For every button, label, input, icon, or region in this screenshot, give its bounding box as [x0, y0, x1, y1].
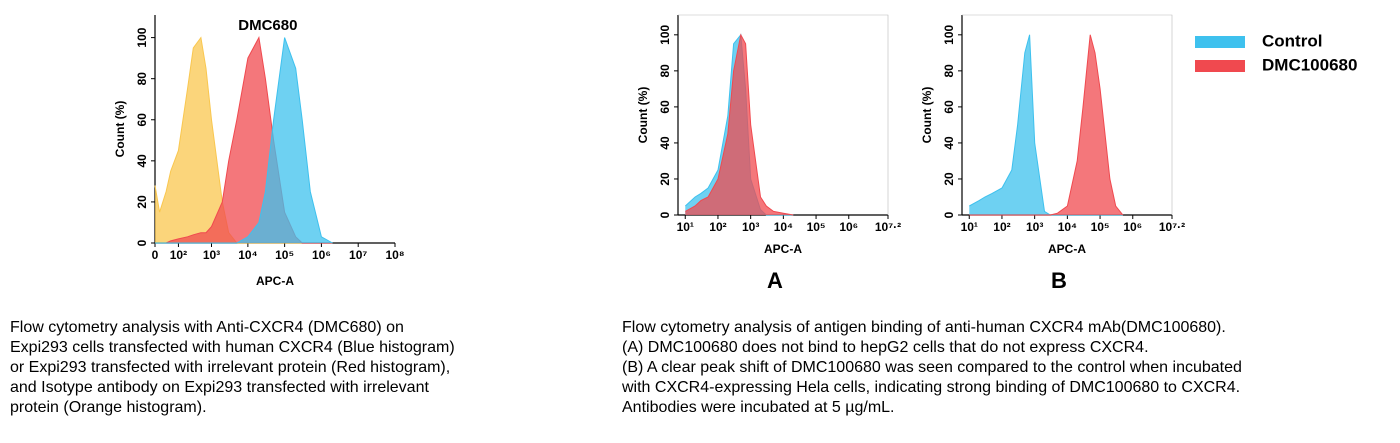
panel-label: A [767, 268, 783, 293]
y-tick-label: 0 [942, 211, 956, 218]
x-tick-label: 10³ [1026, 220, 1043, 234]
legend-label: Control [1262, 31, 1322, 50]
chart-title: DMC680 [238, 17, 297, 34]
area-outline [155, 37, 333, 244]
x-tick-label: 10⁵ [807, 220, 826, 234]
y-tick-label: 60 [942, 100, 956, 114]
caption-line: Flow cytometry analysis with Anti-CXCR4 … [10, 319, 404, 336]
x-tick-label: 10³ [203, 248, 220, 262]
x-tick-label: 10⁴ [238, 248, 257, 262]
x-tick-label: 0 [152, 248, 159, 262]
x-tick-label: 10⁵ [275, 248, 294, 262]
x-tick-label: 10⁷ [349, 248, 367, 262]
area-fill [685, 34, 794, 215]
plot-frame [678, 14, 889, 215]
y-axis-label: Count (%) [920, 87, 934, 144]
x-axis-label: APC-A [1048, 242, 1086, 256]
caption-line: protein (Orange histogram). [10, 399, 207, 416]
y-tick-label: 80 [135, 72, 149, 86]
y-tick-label: 40 [942, 136, 956, 150]
caption-line: with CXCR4-expressing Hela cells, indica… [621, 379, 1240, 396]
y-tick-label: 80 [658, 64, 672, 78]
x-axis-label: APC-A [256, 274, 294, 288]
area-fill [155, 37, 333, 243]
y-axis-label: Count (%) [113, 101, 127, 158]
x-tick-label: 10² [170, 248, 187, 262]
legend-swatch [1195, 36, 1245, 48]
y-tick-label: 100 [942, 24, 956, 44]
plot-frame [962, 14, 1173, 215]
x-tick-label: 10⁴ [774, 220, 793, 234]
x-tick-label: 10⁵ [1091, 220, 1110, 234]
caption-line: (B) A clear peak shift of DMC100680 was … [622, 359, 1242, 376]
x-tick-label: 10¹ [677, 220, 694, 234]
x-tick-label: 10² [993, 220, 1010, 234]
caption-line: or Expi293 transfected with irrelevant p… [10, 359, 450, 376]
area-fill [155, 37, 333, 243]
caption-line: Expi293 cells transfected with human CXC… [10, 339, 455, 356]
area-outline [969, 34, 1124, 216]
x-tick-label: 10⁶ [839, 220, 858, 234]
caption-line: Antibodies were incubated at 5 µg/mL. [622, 399, 895, 416]
legend-swatch [1195, 60, 1245, 72]
y-tick-label: 100 [658, 24, 672, 44]
y-tick-label: 60 [135, 113, 149, 127]
x-tick-label: 10⁸ [385, 248, 404, 262]
y-tick-label: 40 [135, 154, 149, 168]
area-fill [969, 34, 1123, 215]
y-tick-label: 80 [942, 64, 956, 78]
y-tick-label: 20 [658, 172, 672, 186]
caption-line: (A) DMC100680 does not bind to hepG2 cel… [622, 339, 1149, 356]
y-tick-label: 40 [658, 136, 672, 150]
x-tick-label: 10³ [742, 220, 759, 234]
y-tick-label: 0 [135, 239, 149, 246]
caption-line: and Isotype antibody on Expi293 transfec… [10, 379, 429, 396]
x-tick-label: 10⁷·² [875, 220, 901, 234]
x-tick-label: 10² [709, 220, 726, 234]
y-tick-label: 100 [135, 27, 149, 47]
y-tick-label: 60 [658, 100, 672, 114]
panel-label: B [1051, 268, 1067, 293]
area-outline [685, 33, 794, 216]
y-tick-label: 20 [942, 172, 956, 186]
area-fill [155, 37, 333, 243]
caption-line: Flow cytometry analysis of antigen bindi… [622, 319, 1226, 336]
legend-label: DMC100680 [1262, 55, 1357, 74]
x-tick-label: 10⁶ [1123, 220, 1142, 234]
x-axis-label: APC-A [764, 242, 802, 256]
y-tick-label: 0 [658, 211, 672, 218]
y-axis-label: Count (%) [636, 87, 650, 144]
x-tick-label: 10⁷·² [1159, 220, 1185, 234]
y-tick-label: 20 [135, 195, 149, 209]
x-tick-label: 10¹ [961, 220, 978, 234]
x-tick-label: 10⁶ [312, 248, 331, 262]
x-tick-label: 10⁴ [1058, 220, 1077, 234]
